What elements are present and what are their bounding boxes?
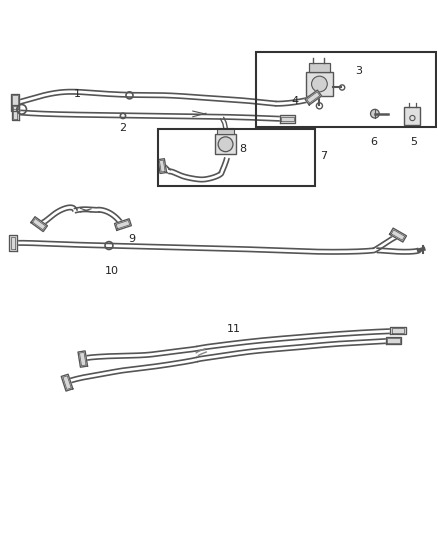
Bar	[404, 107, 420, 125]
Polygon shape	[280, 115, 295, 123]
Bar	[308, 63, 330, 72]
Polygon shape	[31, 217, 47, 231]
Text: 10: 10	[105, 266, 119, 276]
Circle shape	[218, 137, 233, 152]
Polygon shape	[78, 351, 88, 367]
Bar	[215, 134, 237, 154]
Bar	[217, 128, 234, 134]
Text: 7: 7	[320, 151, 327, 161]
Bar	[306, 72, 332, 96]
Polygon shape	[158, 159, 166, 173]
Text: 9: 9	[128, 235, 135, 245]
Polygon shape	[390, 327, 406, 334]
Polygon shape	[11, 94, 19, 111]
Polygon shape	[9, 235, 17, 251]
Text: 6: 6	[371, 136, 378, 147]
Text: 8: 8	[240, 144, 247, 155]
Polygon shape	[386, 337, 401, 344]
Circle shape	[371, 109, 379, 118]
Polygon shape	[114, 219, 131, 230]
Circle shape	[311, 76, 327, 92]
Text: 5: 5	[410, 136, 417, 147]
Polygon shape	[389, 228, 406, 242]
Bar	[256, 52, 436, 127]
Text: 11: 11	[227, 325, 241, 334]
Text: 4: 4	[292, 95, 299, 106]
Text: 3: 3	[355, 66, 362, 76]
Polygon shape	[61, 374, 73, 391]
Bar	[158, 129, 315, 185]
Polygon shape	[11, 104, 19, 120]
Text: 2: 2	[120, 123, 127, 133]
Text: 1: 1	[74, 89, 81, 99]
Polygon shape	[305, 90, 321, 105]
